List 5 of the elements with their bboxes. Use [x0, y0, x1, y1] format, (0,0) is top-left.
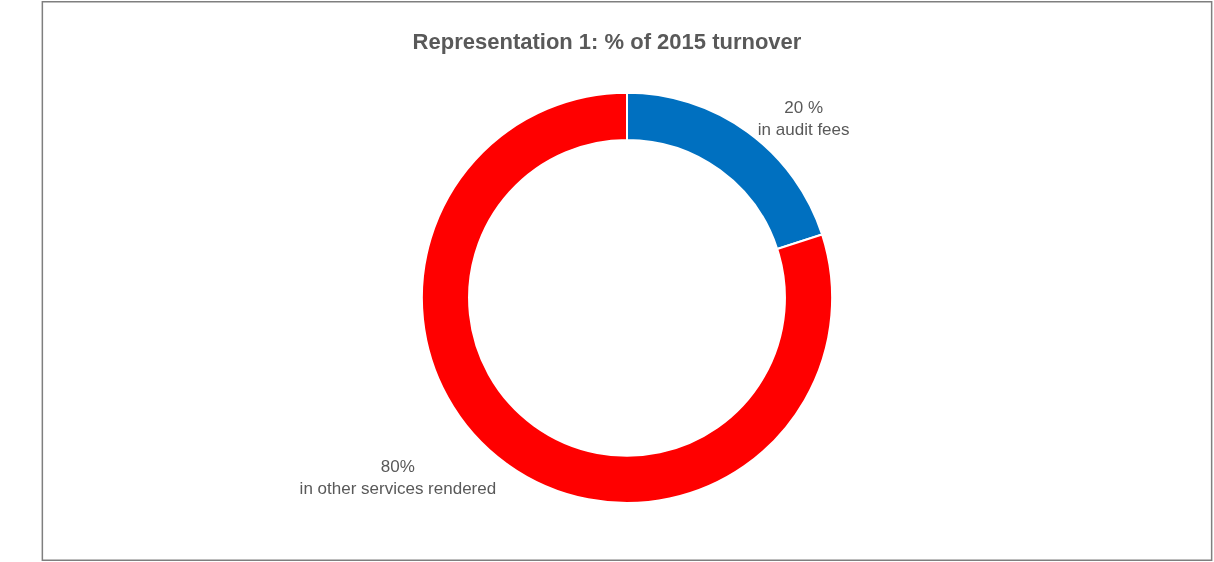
chart-title: Representation 1: % of 2015 turnover: [412, 29, 802, 55]
data-label: 20 %: [784, 97, 824, 117]
slice-label: in audit fees: [757, 120, 850, 140]
slice-label: in other services rendered: [299, 478, 497, 498]
data-label: 80%: [380, 456, 415, 476]
